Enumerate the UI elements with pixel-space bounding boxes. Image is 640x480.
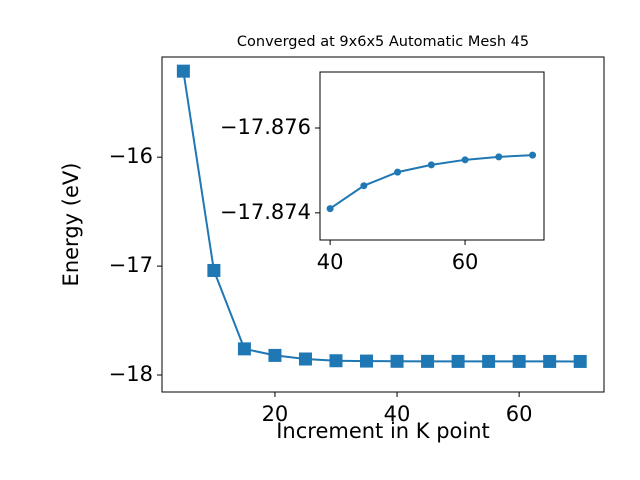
marker (176, 64, 190, 78)
marker (573, 354, 587, 368)
x-axis-label: Increment in K point (276, 419, 490, 443)
x-tick-label: 60 (506, 402, 533, 426)
x-tick-label: 40 (384, 402, 411, 426)
marker (326, 205, 334, 213)
marker (207, 263, 221, 277)
marker (394, 168, 402, 176)
y-axis-label: Energy (eV) (59, 163, 83, 287)
y-tick-label: −16 (109, 144, 153, 168)
marker (421, 354, 435, 368)
chart-title: Converged at 9x6x5 Automatic Mesh 45 (237, 34, 529, 50)
x-tick-label: 60 (452, 250, 479, 274)
marker (329, 354, 343, 368)
marker (360, 354, 374, 368)
marker (427, 161, 435, 169)
marker (495, 153, 503, 161)
y-tick-label: −17 (109, 253, 153, 277)
marker (543, 354, 557, 368)
y-tick-label: −17.874 (220, 200, 311, 224)
marker (268, 348, 282, 362)
marker (390, 354, 404, 368)
marker (360, 182, 368, 190)
y-tick-label: −17.876 (220, 115, 311, 139)
y-tick-label: −18 (109, 362, 153, 386)
marker (512, 354, 526, 368)
marker (482, 354, 496, 368)
marker (451, 354, 465, 368)
x-tick-label: 20 (262, 402, 289, 426)
marker (461, 156, 469, 164)
x-tick-label: 40 (317, 250, 344, 274)
marker (237, 342, 251, 356)
marker (529, 151, 537, 159)
marker (298, 352, 312, 366)
